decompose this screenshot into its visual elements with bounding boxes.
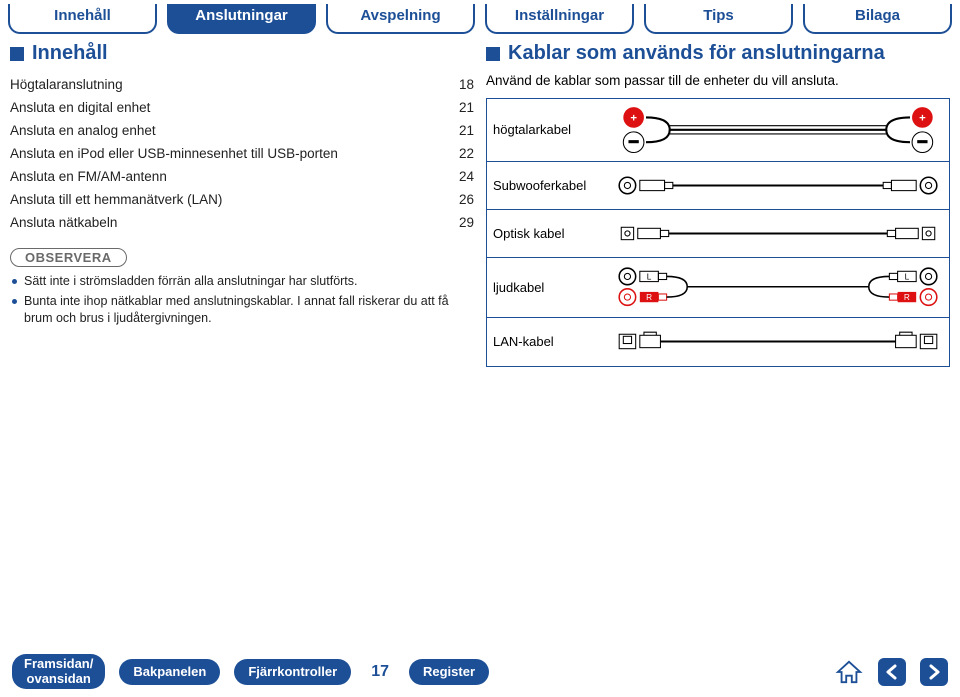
front-button[interactable]: Framsidan/ ovansidan: [12, 654, 105, 689]
cable-diagram-optical: [607, 214, 949, 253]
toc-title: Ansluta en analog enhet: [10, 123, 156, 138]
toc-page: 26: [459, 192, 474, 207]
toc-title: Ansluta en digital enhet: [10, 100, 150, 115]
toc-title: Ansluta till ett hemmanätverk (LAN): [10, 192, 222, 207]
toc-page: 18: [459, 77, 474, 92]
square-bullet-icon: [10, 47, 24, 61]
back-button[interactable]: Bakpanelen: [119, 659, 220, 685]
tab-anslutningar[interactable]: Anslutningar: [167, 4, 316, 34]
home-icon[interactable]: [834, 659, 864, 685]
right-column: Kablar som används för anslutningarna An…: [486, 42, 950, 367]
toc-title: Ansluta nätkabeln: [10, 215, 117, 230]
cable-diagram-subwoofer: [607, 166, 949, 205]
toc-item[interactable]: Högtalaranslutning 18: [10, 73, 474, 96]
cable-diagram-speaker: + +: [607, 99, 949, 161]
svg-text:+: +: [919, 113, 926, 125]
next-button[interactable]: [920, 658, 948, 686]
cable-row-lan: LAN-kabel: [487, 318, 949, 366]
toc-title: Högtalaranslutning: [10, 77, 123, 92]
bottom-bar: Framsidan/ ovansidan Bakpanelen Fjärrkon…: [0, 654, 960, 689]
svg-text:R: R: [646, 294, 652, 303]
cable-label: Optisk kabel: [487, 226, 607, 241]
observe-item: Sätt inte i strömsladden förrän alla ans…: [12, 273, 474, 289]
svg-text:+: +: [630, 113, 637, 125]
cable-row-speaker: högtalarkabel + +: [487, 99, 949, 162]
toc-item[interactable]: Ansluta en FM/AM-antenn 24: [10, 165, 474, 188]
left-heading: Innehåll: [10, 42, 474, 65]
toc-page: 21: [459, 100, 474, 115]
observe-label: OBSERVERA: [10, 248, 127, 267]
toc-item[interactable]: Ansluta till ett hemmanätverk (LAN) 26: [10, 188, 474, 211]
toc-title: Ansluta en iPod eller USB-minnesenhet ti…: [10, 146, 338, 161]
tab-inställningar[interactable]: Inställningar: [485, 4, 634, 34]
toc-page: 21: [459, 123, 474, 138]
toc-item[interactable]: Ansluta en analog enhet 21: [10, 119, 474, 142]
remote-button[interactable]: Fjärrkontroller: [234, 659, 351, 685]
toc-list: Högtalaranslutning 18 Ansluta en digital e…: [10, 73, 474, 234]
cable-diagram-audio: L R L R: [607, 258, 949, 316]
cable-label: Subwooferkabel: [487, 178, 607, 193]
right-intro: Använd de kablar som passar till de enhe…: [486, 73, 950, 88]
cable-row-subwoofer: Subwooferkabel: [487, 162, 949, 210]
svg-text:L: L: [905, 273, 910, 282]
tab-tips[interactable]: Tips: [644, 4, 793, 34]
top-tabs: Innehåll Anslutningar Avspelning Inställnin…: [0, 0, 960, 42]
tab-innehåll[interactable]: Innehåll: [8, 4, 157, 34]
right-heading: Kablar som används för anslutningarna: [486, 42, 950, 65]
svg-text:L: L: [647, 273, 652, 282]
left-heading-text: Innehåll: [32, 42, 108, 65]
toc-title: Ansluta en FM/AM-antenn: [10, 169, 167, 184]
square-bullet-icon: [486, 47, 500, 61]
right-heading-text: Kablar som används för anslutningarna: [508, 42, 885, 65]
cable-table: högtalarkabel + + Subwooferkabel Optisk …: [486, 98, 950, 367]
observe-list: Sätt inte i strömsladden förrän alla ans…: [10, 273, 474, 326]
cable-diagram-lan: [607, 322, 949, 361]
cable-label: ljudkabel: [487, 280, 607, 295]
page-number: 17: [365, 663, 395, 681]
toc-item[interactable]: Ansluta nätkabeln 29: [10, 211, 474, 234]
front-button-l1: Framsidan/: [24, 657, 93, 671]
tab-bilaga[interactable]: Bilaga: [803, 4, 952, 34]
left-column: Innehåll Högtalaranslutning 18 Ansluta en …: [10, 42, 474, 367]
prev-button[interactable]: [878, 658, 906, 686]
tab-avspelning[interactable]: Avspelning: [326, 4, 475, 34]
index-button[interactable]: Register: [409, 659, 489, 685]
toc-item[interactable]: Ansluta en iPod eller USB-minnesenhet ti…: [10, 142, 474, 165]
observe-section: OBSERVERA Sätt inte i strömsladden förrä…: [10, 248, 474, 326]
cable-label: högtalarkabel: [487, 122, 607, 137]
main-content: Innehåll Högtalaranslutning 18 Ansluta en …: [0, 42, 960, 367]
cable-label: LAN-kabel: [487, 334, 607, 349]
cable-row-optical: Optisk kabel: [487, 210, 949, 258]
observe-item: Bunta inte ihop nätkablar med anslutning…: [12, 293, 474, 326]
svg-text:R: R: [904, 294, 910, 303]
toc-page: 22: [459, 146, 474, 161]
toc-item[interactable]: Ansluta en digital enhet 21: [10, 96, 474, 119]
toc-page: 24: [459, 169, 474, 184]
front-button-l2: ovansidan: [24, 672, 93, 686]
toc-page: 29: [459, 215, 474, 230]
cable-row-audio: ljudkabel L R L R: [487, 258, 949, 318]
